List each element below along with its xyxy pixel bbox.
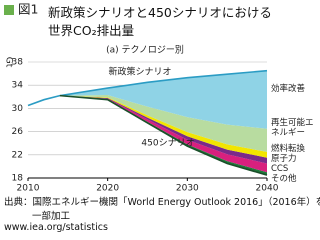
figure-label: 図1: [18, 2, 38, 17]
legend-label: その他: [271, 174, 297, 184]
line: [59, 94, 268, 176]
area: [59, 95, 267, 158]
title-line: 新政策シナリオと450シナリオにおける: [48, 5, 272, 20]
x-tick-label: 2020: [96, 184, 119, 194]
legend-label: 再生可能エネルギー: [271, 118, 314, 138]
y-tick-label: 18: [12, 174, 24, 184]
x-tick-label: 2030: [176, 184, 199, 194]
y-tick-label: 30: [12, 104, 24, 114]
line-label: 450シナリオ: [141, 138, 194, 149]
area: [59, 70, 267, 129]
area: [59, 95, 267, 173]
area: [59, 95, 267, 152]
y-tick-label: 38: [12, 58, 24, 68]
legend-label: 原子力: [271, 154, 297, 164]
y-label: Gt: [4, 57, 14, 68]
area: [59, 95, 267, 176]
x-tick-label: 2010: [17, 184, 40, 194]
y-tick-label: 34: [12, 81, 24, 91]
legend-label: CCS: [271, 164, 289, 174]
source: 出典：国際エネルギー機関「World Energy Outlook 2016」（…: [4, 197, 320, 208]
legend-label: 燃料転換: [271, 144, 306, 154]
source: www.iea.org/statistics: [4, 222, 108, 233]
y-tick-label: 22: [12, 150, 23, 160]
line-label: 新政策シナリオ: [108, 66, 171, 78]
subtitle: (a) テクノロジー別: [106, 45, 184, 56]
area: [59, 95, 267, 164]
y-tick-label: 26: [12, 127, 24, 137]
x-tick-label: 2040: [256, 184, 279, 194]
line: [27, 69, 268, 107]
title-icon: [4, 5, 14, 15]
title-line: 世界CO₂排出量: [48, 23, 135, 38]
source: 一部加工: [32, 211, 71, 222]
legend-label: 効率改善: [271, 84, 306, 94]
